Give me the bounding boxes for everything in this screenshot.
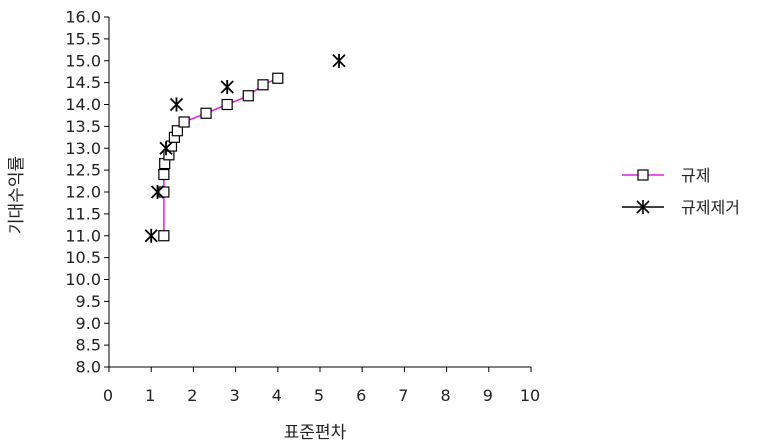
data-point-square	[171, 125, 183, 137]
x-tick-label: 7	[398, 386, 408, 405]
data-point-square	[200, 107, 212, 119]
data-point-square	[158, 186, 170, 198]
x-tick-label: 1	[145, 386, 155, 405]
legend: 규제 규제제거	[622, 166, 740, 217]
y-tick-label: 13.0	[65, 139, 101, 158]
y-tick-label: 10.0	[65, 270, 101, 289]
legend-label-regulation: 규제	[681, 166, 710, 185]
y-tick-label: 13.5	[65, 117, 101, 136]
y-tick-label: 14.5	[65, 73, 101, 92]
data-point-asterisk	[150, 185, 165, 199]
data-point-asterisk	[332, 53, 346, 68]
y-ticks: 8.0 8.5 9.0 9.5 10.0 10.5 11.0 11.5 12.0 12.5 13.0…	[65, 8, 109, 377]
y-tick-label: 12.5	[65, 161, 101, 180]
y-tick-label: 10.5	[65, 248, 101, 267]
data-point-asterisk	[220, 80, 234, 94]
x-tick-label: 5	[314, 386, 324, 405]
data-point-square	[178, 116, 190, 128]
x-tick-label: 4	[272, 386, 282, 405]
x-tick-label: 2	[187, 386, 197, 405]
data-point-square	[257, 79, 269, 91]
y-tick-label: 11.0	[65, 226, 101, 245]
data-point-square	[221, 98, 233, 111]
x-tick-label: 3	[230, 386, 240, 405]
y-tick-label: 8.5	[76, 336, 101, 355]
x-tick-label: 9	[483, 386, 493, 405]
plot-area	[144, 53, 346, 243]
y-tick-label: 11.5	[65, 204, 101, 223]
legend-item-deregulation: 규제제거	[622, 198, 740, 217]
data-point-asterisk	[159, 141, 173, 156]
x-tick-label: 0	[103, 386, 113, 405]
x-tick-label: 6	[356, 386, 366, 405]
x-axis-title: 표준편차	[284, 423, 347, 443]
legend-item-regulation: 규제	[622, 166, 710, 185]
data-point-square	[158, 230, 170, 242]
data-point-square	[158, 168, 170, 181]
y-tick-label: 8.0	[76, 358, 101, 377]
axes	[108, 17, 531, 368]
x-ticks: 0 1 2 3 4 5 6 7 8 9 10	[103, 367, 540, 405]
y-tick-label: 12.0	[65, 183, 101, 202]
legend-marker-square	[637, 169, 649, 181]
y-axis-title: 기대수익률	[7, 156, 27, 234]
series-deregulation	[144, 53, 346, 243]
y-tick-label: 16.0	[65, 8, 101, 27]
series-line	[163, 77, 279, 236]
legend-marker-asterisk	[636, 200, 650, 214]
data-point-square	[242, 90, 254, 102]
series-regulation	[158, 72, 284, 242]
data-point-square	[272, 72, 284, 84]
y-tick-label: 9.0	[76, 314, 101, 333]
data-point-asterisk	[144, 228, 158, 243]
y-tick-label: 9.5	[76, 292, 101, 311]
legend-label-deregulation: 규제제거	[681, 198, 740, 217]
x-tick-label: 10	[520, 386, 540, 405]
y-tick-label: 15.5	[65, 29, 101, 48]
y-tick-label: 14.0	[65, 95, 101, 114]
data-point-asterisk	[169, 97, 184, 112]
y-tick-label: 15.0	[65, 51, 101, 70]
x-tick-label: 8	[441, 386, 451, 405]
